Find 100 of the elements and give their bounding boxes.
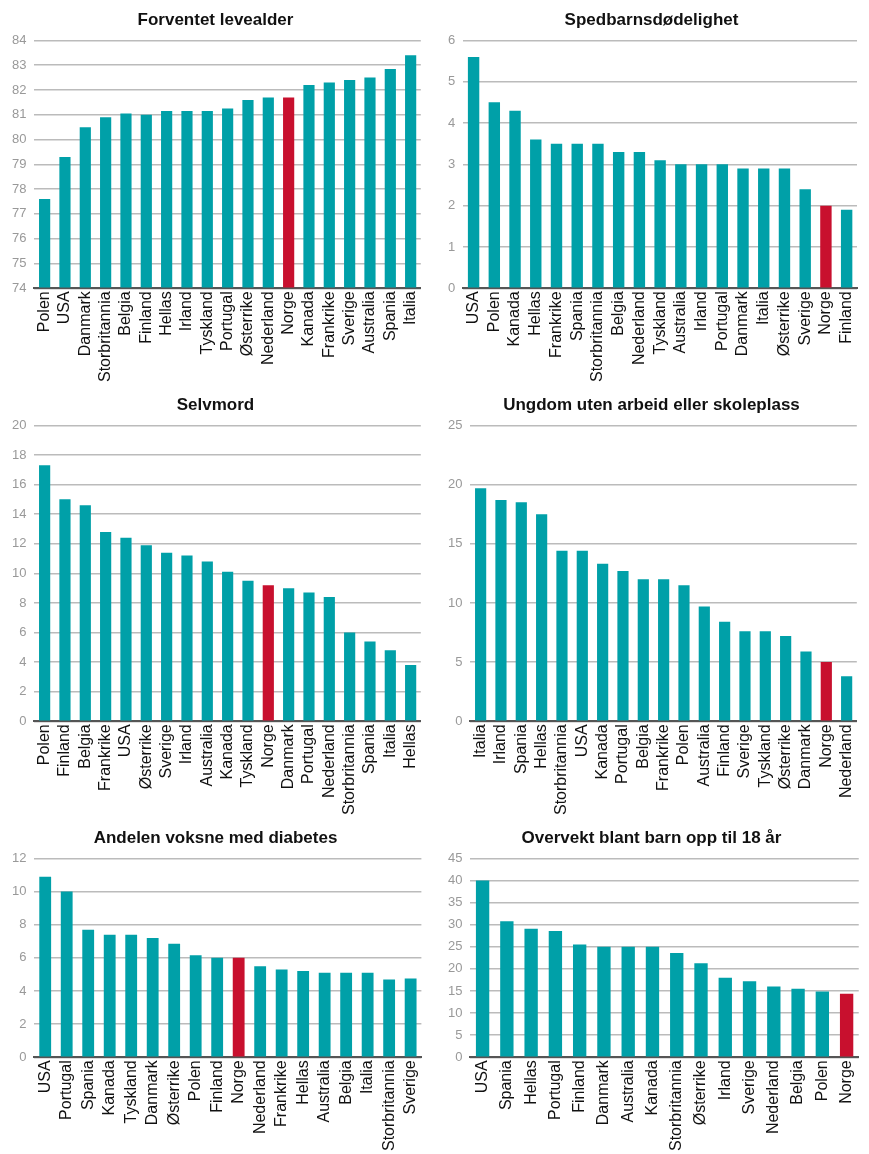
x-tick-label: Sverige <box>157 724 175 779</box>
bar <box>548 930 563 1057</box>
x-tick-label: Østerrike <box>164 1060 182 1126</box>
bar <box>576 550 588 721</box>
bar <box>612 151 625 288</box>
bar <box>201 561 213 721</box>
x-tick-label: Belgia <box>116 291 134 336</box>
bar <box>524 928 538 1057</box>
y-tick-label: 16 <box>11 476 27 492</box>
y-tick-label: 14 <box>11 505 27 521</box>
bar <box>222 571 234 721</box>
y-tick-label: 15 <box>447 535 463 551</box>
x-tick-label: Italia <box>471 724 489 759</box>
bar <box>211 957 224 1057</box>
bar <box>39 465 51 721</box>
bar <box>161 552 173 721</box>
bar <box>597 946 611 1057</box>
chart-title: Spedbarnsdødelighet <box>564 9 739 29</box>
y-tick-label: 35 <box>447 894 463 910</box>
bar <box>275 969 288 1057</box>
y-tick-label: 10 <box>11 564 27 580</box>
bar <box>405 665 417 721</box>
y-tick-label: 74 <box>11 279 27 295</box>
x-tick-label: USA <box>572 723 590 758</box>
x-tick-label: Hellas <box>521 1060 539 1105</box>
bar <box>820 662 832 721</box>
x-tick-label: USA <box>116 723 134 758</box>
y-tick-label: 6 <box>448 31 456 47</box>
bar <box>60 891 73 1057</box>
bar <box>364 641 376 721</box>
x-tick-label: Nederland <box>258 291 276 366</box>
x-tick-label: Italia <box>380 724 398 759</box>
bar <box>168 943 181 1057</box>
y-tick-label: 0 <box>455 712 463 728</box>
x-tick-label: Portugal <box>545 1060 563 1120</box>
y-tick-label: 75 <box>11 255 27 271</box>
y-tick-label: 4 <box>448 114 456 130</box>
y-tick-label: 78 <box>11 180 27 196</box>
y-tick-label: 12 <box>11 535 27 551</box>
bar <box>509 110 521 288</box>
x-tick-label: Nederland <box>319 724 337 799</box>
bar <box>698 606 710 721</box>
x-tick-label: Sverige <box>739 1060 757 1115</box>
bar <box>550 143 563 288</box>
y-tick-label: 81 <box>11 106 27 122</box>
x-tick-label: Italia <box>401 291 419 326</box>
x-tick-label: Storbritannia <box>667 1060 685 1151</box>
x-tick-label: USA <box>473 1059 490 1094</box>
chart-title: Andelen voksne med diabetes <box>93 827 338 847</box>
x-tick-label: Kanada <box>593 724 611 780</box>
x-tick-label: Spania <box>511 724 529 775</box>
y-tick-label: 2 <box>448 197 456 213</box>
x-tick-label: Portugal <box>57 1060 75 1120</box>
bar <box>495 499 507 721</box>
bar <box>791 988 805 1057</box>
x-tick-label: Østerrike <box>136 724 154 790</box>
bar <box>840 209 853 288</box>
bar <box>146 937 159 1057</box>
y-tick-label: 4 <box>19 982 27 998</box>
bar <box>617 570 629 721</box>
y-tick-label: 82 <box>11 81 27 97</box>
y-tick-label: 25 <box>447 938 463 954</box>
x-tick-label: Australia <box>694 724 712 787</box>
bar <box>344 632 356 721</box>
x-tick-label: USA <box>55 290 73 325</box>
x-tick-label: Australia <box>315 1060 333 1123</box>
y-tick-label: 40 <box>447 872 463 888</box>
x-tick-label: Irland <box>691 291 709 332</box>
x-tick-label: Polen <box>186 1060 204 1102</box>
y-tick-label: 20 <box>447 476 463 492</box>
x-tick-label: Frankrike <box>654 724 672 791</box>
x-tick-label: Australia <box>618 1060 636 1123</box>
x-tick-label: Sverige <box>735 724 753 779</box>
bar <box>262 585 274 721</box>
x-tick-label: Storbritannia <box>379 1060 397 1151</box>
y-tick-label: 0 <box>448 279 456 295</box>
bar <box>383 979 396 1057</box>
x-tick-label: Danmark <box>796 723 814 790</box>
x-tick-label: Tyskland <box>650 291 668 355</box>
x-tick-label: Australia <box>197 724 215 787</box>
bar <box>658 579 670 721</box>
bar <box>515 502 527 721</box>
bar <box>297 971 310 1057</box>
x-tick-label: Nederland <box>629 291 647 366</box>
x-tick-label: Storbritannia <box>552 724 570 815</box>
bar <box>654 160 666 288</box>
x-tick-label: Portugal <box>712 291 730 351</box>
x-tick-label: Finland <box>136 291 154 344</box>
x-tick-label: Sverige <box>340 291 358 346</box>
x-tick-label: Belgia <box>609 291 627 336</box>
x-tick-label: Finland <box>715 724 733 777</box>
bar <box>242 580 254 721</box>
y-tick-label: 3 <box>448 155 456 171</box>
bar <box>404 978 417 1057</box>
y-tick-label: 4 <box>19 653 27 669</box>
bar <box>571 143 583 288</box>
bar <box>841 676 853 721</box>
x-tick-label: Finland <box>55 724 73 777</box>
x-tick-label: Norge <box>816 724 834 768</box>
y-tick-label: 5 <box>455 1026 463 1042</box>
